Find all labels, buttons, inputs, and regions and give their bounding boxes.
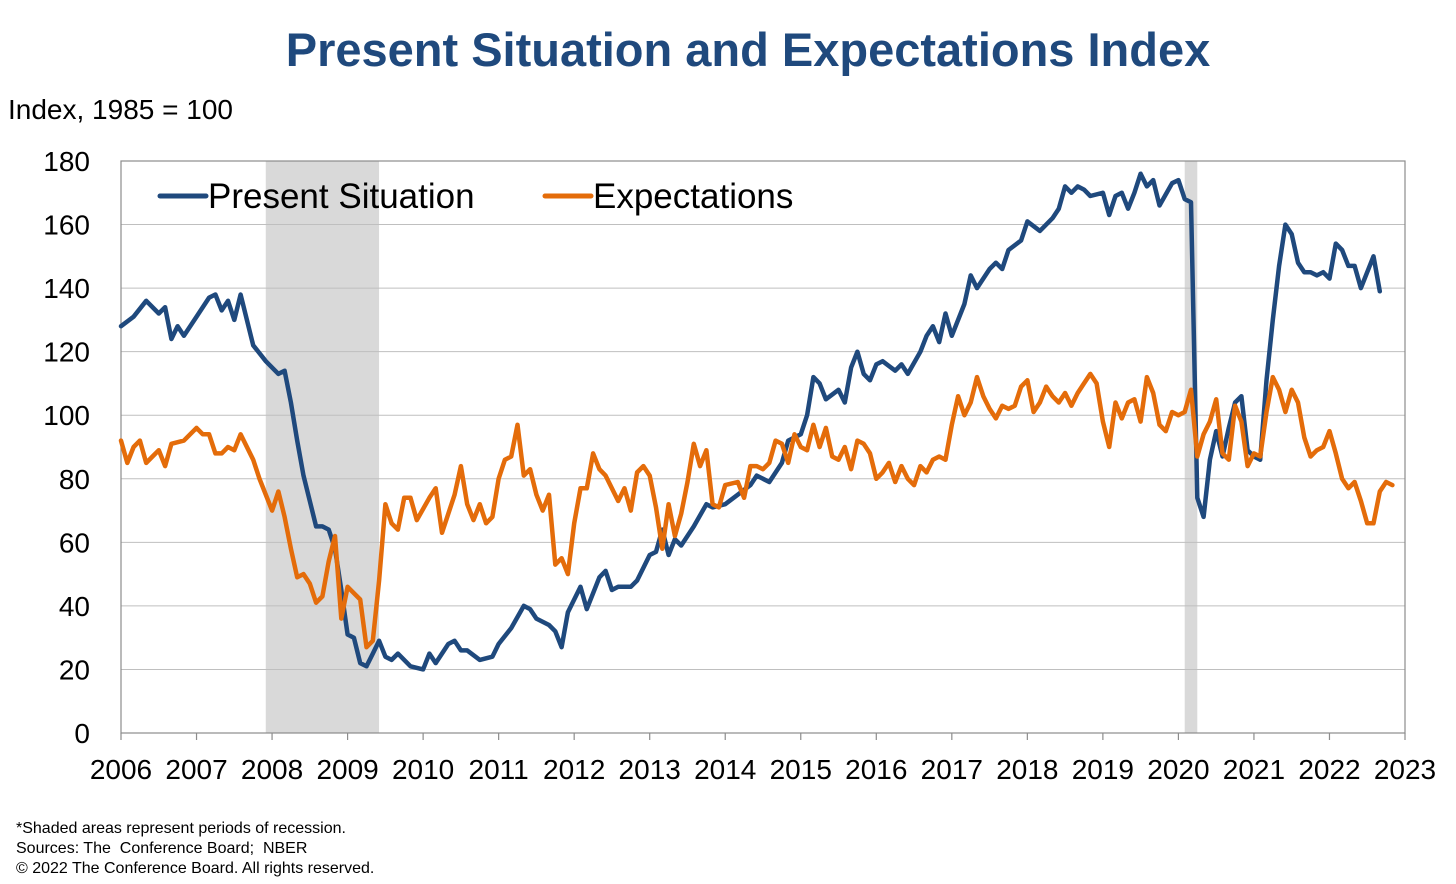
- x-tick-label: 2007: [165, 754, 227, 785]
- series-lines: [118, 171, 1395, 672]
- recession-shading: [265, 161, 1198, 733]
- y-tick-label: 100: [43, 400, 90, 431]
- y-axis-unit-label: Index, 1985 = 100: [8, 94, 233, 125]
- x-tick-label: 2012: [543, 754, 605, 785]
- x-tick-label: 2006: [90, 754, 152, 785]
- x-tick-label: 2016: [845, 754, 907, 785]
- x-tick-label: 2019: [1072, 754, 1134, 785]
- x-tick-label: 2015: [770, 754, 832, 785]
- x-axis-ticks: 2006 2007 2008 2009 2010 2011 2012 2013 2014 2015…: [90, 733, 1436, 785]
- y-tick-label: 120: [43, 337, 90, 368]
- y-tick-label: 140: [43, 273, 90, 304]
- legend-label: Present Situation: [208, 177, 475, 216]
- sources-footnote: Sources: The Conference Board; NBER: [16, 840, 308, 857]
- x-tick-label: 2021: [1223, 754, 1285, 785]
- x-tick-label: 2013: [619, 754, 681, 785]
- recession-band: [265, 161, 380, 733]
- y-tick-label: 0: [74, 718, 90, 749]
- y-tick-label: 20: [59, 654, 90, 685]
- y-tick-label: 160: [43, 210, 90, 241]
- x-tick-label: 2014: [694, 754, 756, 785]
- x-tick-label: 2009: [316, 754, 378, 785]
- legend: Present Situation Expectations: [157, 177, 793, 216]
- legend-label: Expectations: [593, 177, 793, 216]
- x-tick-label: 2022: [1298, 754, 1360, 785]
- x-tick-label: 2017: [921, 754, 983, 785]
- x-tick-label: 2023: [1374, 754, 1436, 785]
- y-tick-label: 40: [59, 591, 90, 622]
- y-tick-label: 180: [43, 146, 90, 177]
- chart-title: Present Situation and Expectations Index: [285, 23, 1211, 76]
- x-tick-label: 2008: [241, 754, 303, 785]
- copyright-footnote: © 2022 The Conference Board. All rights …: [16, 860, 375, 877]
- x-tick-label: 2010: [392, 754, 454, 785]
- y-tick-label: 60: [59, 527, 90, 558]
- y-tick-label: 80: [59, 464, 90, 495]
- x-tick-label: 2018: [996, 754, 1058, 785]
- series-line-expectations: [118, 371, 1395, 650]
- recession-footnote: *Shaded areas represent periods of reces…: [16, 820, 346, 837]
- x-tick-label: 2020: [1147, 754, 1209, 785]
- y-axis-ticks: 0 20 40 60 80 100 120 140 160 180: [43, 146, 90, 749]
- x-tick-label: 2011: [469, 754, 529, 785]
